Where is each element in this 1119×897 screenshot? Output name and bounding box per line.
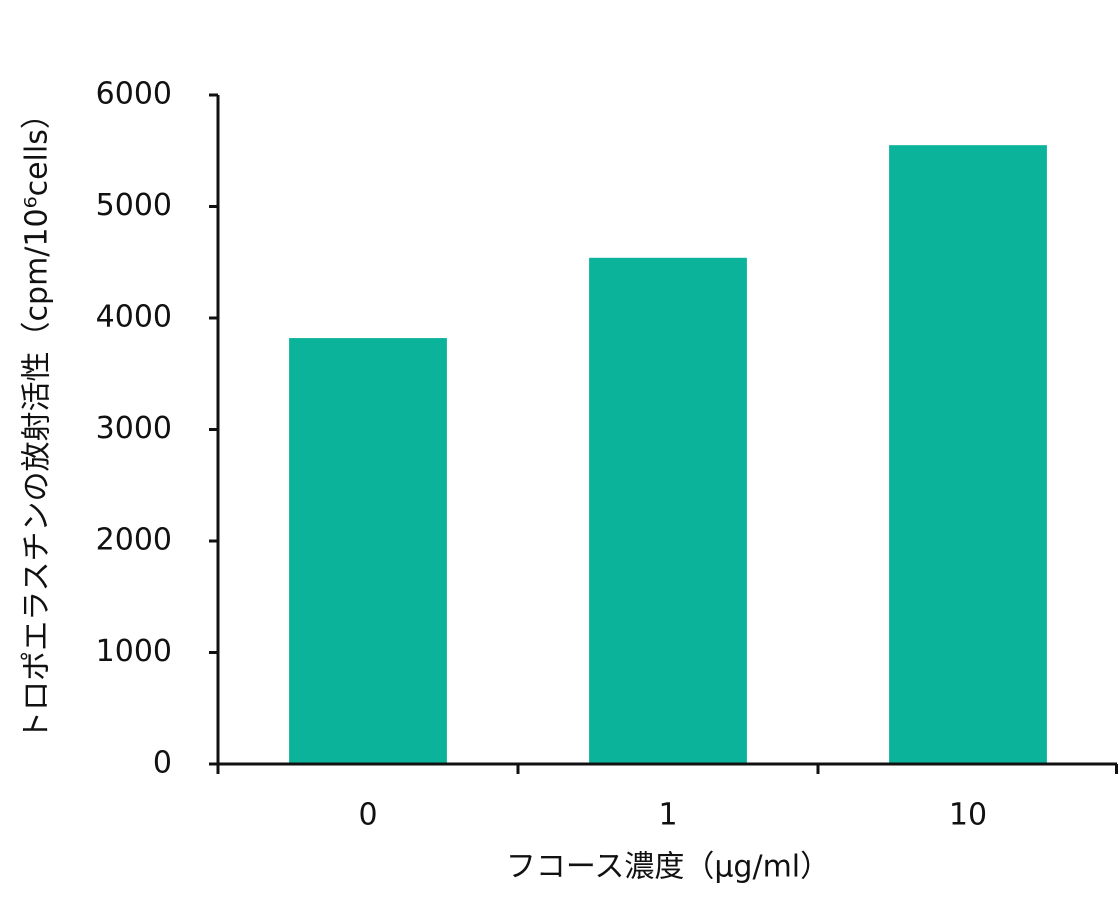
x-tick-label: 10 (949, 798, 987, 833)
y-tick-label: 0 (153, 746, 172, 781)
y-tick-label: 2000 (96, 523, 172, 558)
x-axis-label: フコース濃度（μg/ml） (506, 850, 830, 885)
bar (889, 145, 1047, 765)
y-axis-label: トロポエラスチンの放射活性（cpm/10⁶cells） (20, 99, 55, 741)
y-tick-label: 4000 (96, 300, 172, 335)
y-tick-label: 6000 (96, 77, 172, 112)
y-tick-label: 1000 (96, 634, 172, 669)
x-tick-label: 0 (358, 798, 377, 833)
x-tick-label: 1 (658, 798, 677, 833)
bar (289, 338, 447, 764)
y-tick-label: 3000 (96, 411, 172, 446)
y-tick-label: 5000 (96, 188, 172, 223)
bar (589, 257, 747, 764)
